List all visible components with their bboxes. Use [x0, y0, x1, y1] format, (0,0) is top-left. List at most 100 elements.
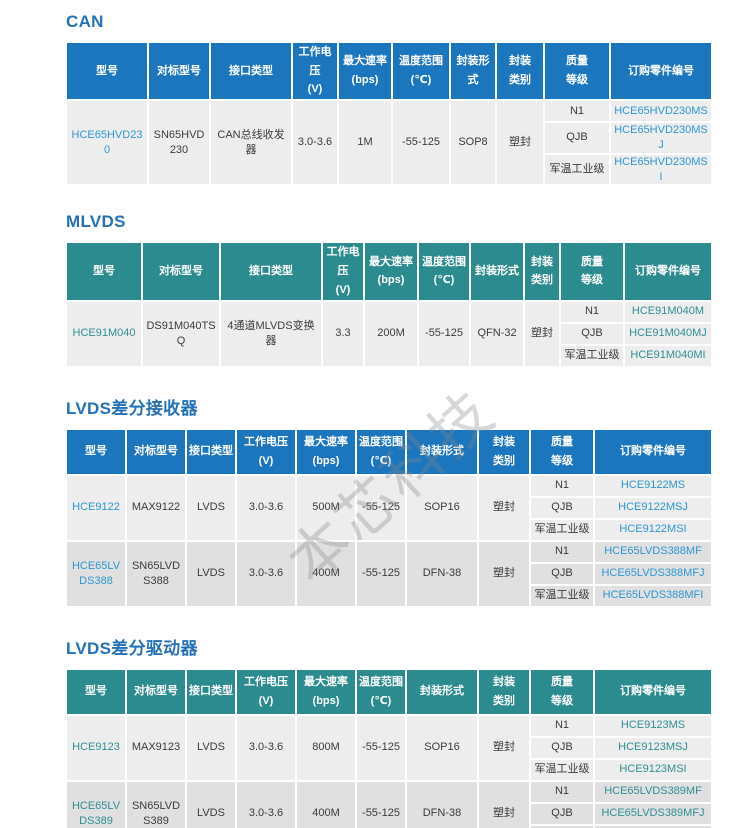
section-lvds-receiver: LVDS差分接收器 型号 对标型号 接口类型 工作电压 (V) 最大速率 (bp… — [65, 394, 720, 608]
package-class-cell: 塑封 — [479, 541, 529, 606]
table-row: QJB HCE65LVDS388MFJ — [67, 563, 711, 584]
table-row: HCE65LVDS389 SN65LVDS389 LVDS 3.0-3.6 40… — [67, 781, 711, 828]
col-header-model: 型号 — [67, 669, 125, 714]
package-cell: DFN-38 — [407, 781, 477, 828]
grade-cell: N1 — [545, 101, 609, 122]
part-number-link[interactable]: HCE9123MSI — [595, 759, 711, 780]
col-header-benchmark: 对标型号 — [149, 43, 209, 100]
col-header-interface: 接口类型 — [211, 43, 291, 100]
package-class-cell: 塑封 — [497, 101, 543, 185]
package-class-cell: 塑封 — [479, 715, 529, 780]
col-header-speed: 最大速率 (bps) — [297, 429, 355, 474]
section-mlvds: MLVDS 型号 对标型号 接口类型 工作电压 (V) 最大速率 (bps) 温… — [65, 212, 720, 368]
part-number-link[interactable]: HCE65LVDS389MFJ — [595, 803, 711, 824]
grade-cell: N1 — [561, 301, 623, 322]
interface-cell: LVDS — [187, 715, 235, 780]
col-header-package: 封装形式 — [407, 429, 477, 474]
part-number-link[interactable]: HCE9122MSJ — [595, 497, 711, 518]
package-cell: SOP16 — [407, 475, 477, 540]
table-row: HCE9122 MAX9122 LVDS 3.0-3.6 500M -55-12… — [67, 475, 711, 540]
voltage-cell: 3.0-3.6 — [237, 475, 295, 540]
part-number-link[interactable]: HCE91M040MJ — [625, 323, 711, 344]
part-number-link[interactable]: HCE65LVDS388MFI — [595, 585, 711, 606]
interface-cell: CAN总线收发器 — [211, 101, 291, 185]
product-group: HCE91M040 DS91M040TSQ 4通道MLVDS变换器 3.3 20… — [67, 301, 711, 366]
voltage-cell: 3.3 — [323, 301, 363, 366]
col-header-package-class: 封装 类别 — [497, 43, 543, 100]
package-cell: QFN-32 — [471, 301, 523, 366]
col-header-package-class: 封装 类别 — [479, 429, 529, 474]
grade-cell: QJB — [561, 323, 623, 344]
temp-cell: -55-125 — [357, 781, 405, 828]
col-header-benchmark: 对标型号 — [127, 429, 185, 474]
temp-cell: -55-125 — [357, 475, 405, 540]
col-header-voltage: 工作电压 (V) — [323, 243, 363, 300]
part-number-link[interactable]: HCE65LVDS388MF — [595, 541, 711, 562]
col-header-order-part: 订购零件编号 — [611, 43, 711, 100]
part-number-link[interactable]: HCE9123MS — [595, 715, 711, 736]
table-row: 军温工业级 HCE91M040MI — [67, 345, 711, 366]
part-number-link[interactable]: HCE91M040MI — [625, 345, 711, 366]
part-number-link[interactable]: HCE65LVDS388MFJ — [595, 563, 711, 584]
voltage-cell: 3.0-3.6 — [237, 715, 295, 780]
col-header-interface: 接口类型 — [187, 429, 235, 474]
temp-cell: -55-125 — [357, 715, 405, 780]
package-class-cell: 塑封 — [479, 475, 529, 540]
col-header-package: 封装形式 — [471, 243, 523, 300]
col-header-voltage: 工作电压 (V) — [237, 429, 295, 474]
package-class-cell: 塑封 — [479, 781, 529, 828]
package-cell: DFN-38 — [407, 541, 477, 606]
col-header-benchmark: 对标型号 — [143, 243, 219, 300]
part-number-link[interactable]: HCE65LVDS389MF — [595, 781, 711, 802]
lvds-driver-spec-table: 型号 对标型号 接口类型 工作电压 (V) 最大速率 (bps) 温度范围 (℃… — [65, 667, 713, 828]
product-group: HCE65LVDS389 SN65LVDS389 LVDS 3.0-3.6 40… — [67, 781, 711, 828]
part-number-link[interactable]: HCE9122MSI — [595, 519, 711, 540]
model-link[interactable]: HCE65HVD230 — [67, 101, 147, 185]
speed-cell: 500M — [297, 475, 355, 540]
model-link[interactable]: HCE91M040 — [67, 301, 141, 366]
benchmark-cell: SN65LVDS389 — [127, 781, 185, 828]
col-header-temp: 温度范围 (℃) — [357, 669, 405, 714]
product-group: HCE65LVDS388 SN65LVDS388 LVDS 3.0-3.6 40… — [67, 541, 711, 606]
product-group: HCE9123 MAX9123 LVDS 3.0-3.6 800M -55-12… — [67, 715, 711, 780]
speed-cell: 800M — [297, 715, 355, 780]
grade-cell: 军温工业级 — [531, 519, 593, 540]
header-row: 型号 对标型号 接口类型 工作电压 (V) 最大速率 (bps) 温度范围 (℃… — [67, 669, 711, 714]
col-header-grade: 质量 等级 — [545, 43, 609, 100]
temp-cell: -55-125 — [393, 101, 449, 185]
speed-cell: 200M — [365, 301, 417, 366]
table-row: QJB HCE9123MSJ — [67, 737, 711, 758]
model-link[interactable]: HCE9123 — [67, 715, 125, 780]
interface-cell: LVDS — [187, 541, 235, 606]
col-header-grade: 质量 等级 — [531, 669, 593, 714]
part-number-link[interactable]: HCE65HVD230MSJ — [611, 123, 711, 153]
grade-cell: 军温工业级 — [531, 759, 593, 780]
part-number-link[interactable]: HCE9122MS — [595, 475, 711, 496]
part-number-link[interactable]: HCE65HVD230MS — [611, 101, 711, 122]
benchmark-cell: DS91M040TSQ — [143, 301, 219, 366]
table-row: 军温工业级 HCE9123MSI — [67, 759, 711, 780]
part-number-link[interactable]: HCE65HVD230MSI — [611, 154, 711, 185]
package-cell: SOP8 — [451, 101, 495, 185]
col-header-package: 封装形式 — [407, 669, 477, 714]
section-title-lvds-receiver: LVDS差分接收器 — [66, 398, 198, 418]
col-header-order-part: 订购零件编号 — [595, 429, 711, 474]
section-lvds-driver: LVDS差分驱动器 型号 对标型号 接口类型 工作电压 (V) 最大速率 (bp… — [65, 634, 720, 828]
part-number-link[interactable]: HCE9123MSJ — [595, 737, 711, 758]
grade-cell: 军温工业级 — [561, 345, 623, 366]
part-number-link[interactable]: HCE65LVDS389MFI — [595, 825, 711, 828]
table-row: QJB HCE65LVDS389MFJ — [67, 803, 711, 824]
part-number-link[interactable]: HCE91M040M — [625, 301, 711, 322]
voltage-cell: 3.0-3.6 — [237, 541, 295, 606]
grade-cell: N1 — [531, 715, 593, 736]
model-link[interactable]: HCE9122 — [67, 475, 125, 540]
col-header-interface: 接口类型 — [187, 669, 235, 714]
col-header-model: 型号 — [67, 429, 125, 474]
model-link[interactable]: HCE65LVDS389 — [67, 781, 125, 828]
product-group: HCE9122 MAX9122 LVDS 3.0-3.6 500M -55-12… — [67, 475, 711, 540]
grade-cell: QJB — [545, 123, 609, 153]
package-class-cell: 塑封 — [525, 301, 559, 366]
model-link[interactable]: HCE65LVDS388 — [67, 541, 125, 606]
temp-cell: -55-125 — [419, 301, 469, 366]
table-row: QJB HCE9122MSJ — [67, 497, 711, 518]
